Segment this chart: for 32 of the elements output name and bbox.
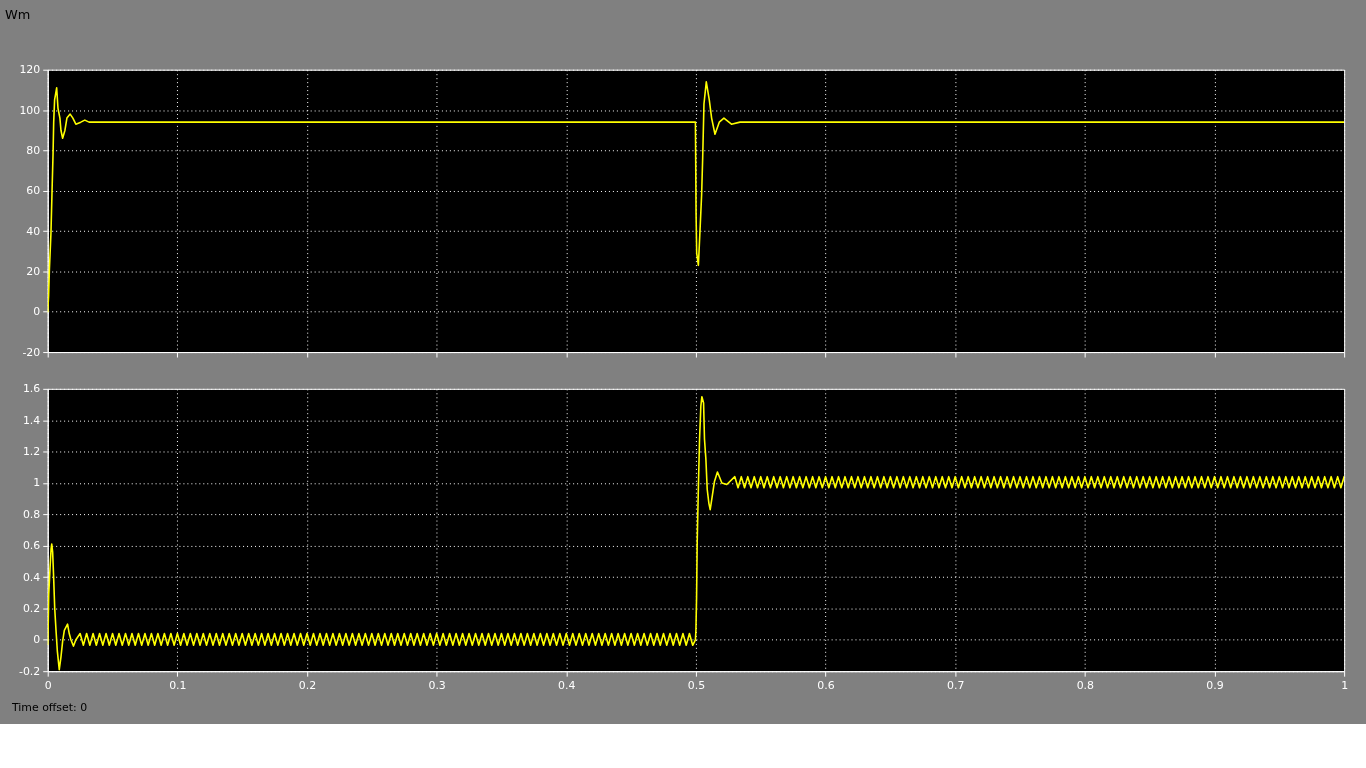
- y-tick-label: 0: [33, 633, 41, 647]
- y-tick-label: 80: [26, 143, 41, 157]
- y-tick-label: -0.2: [18, 664, 41, 678]
- y-tick-label: 1.2: [22, 445, 41, 459]
- y-tick-label: 60: [26, 184, 41, 198]
- x-tick-label: 0.2: [298, 678, 317, 692]
- y-tick-label: 1: [33, 476, 41, 490]
- x-tick-label: 0: [44, 678, 52, 692]
- y-tick-label: 1.6: [22, 382, 41, 396]
- chart-title: Wm: [4, 7, 31, 23]
- x-tick-label: 1: [1341, 678, 1349, 692]
- y-tick-label: -20: [22, 345, 41, 359]
- x-tick-label: 0.1: [169, 678, 187, 692]
- x-tick-label: 0.5: [687, 678, 706, 692]
- y-tick-label: 20: [26, 264, 41, 278]
- x-tick-label: 0.7: [947, 678, 965, 692]
- x-tick-label: 0.8: [1076, 678, 1095, 692]
- y-tick-label: 0.8: [22, 507, 41, 521]
- y-tick-label: 1.4: [22, 413, 41, 427]
- y-tick-label: 40: [26, 224, 41, 238]
- x-tick-label: 0.3: [428, 678, 446, 692]
- x-tick-label: 0.9: [1206, 678, 1224, 692]
- y-tick-label: 100: [19, 103, 41, 117]
- line-series: [47, 81, 1345, 313]
- y-tick-label: 0: [33, 305, 41, 319]
- y-tick-label: 0.6: [22, 539, 41, 553]
- y-tick-label: 0.4: [22, 570, 41, 584]
- y-tick-label: 0.2: [22, 601, 41, 615]
- y-tick-label: 120: [19, 63, 41, 77]
- x-tick-label: 0.4: [558, 678, 576, 692]
- text: Time offset: 0: [10, 700, 88, 714]
- x-tick-label: 0.6: [817, 678, 835, 692]
